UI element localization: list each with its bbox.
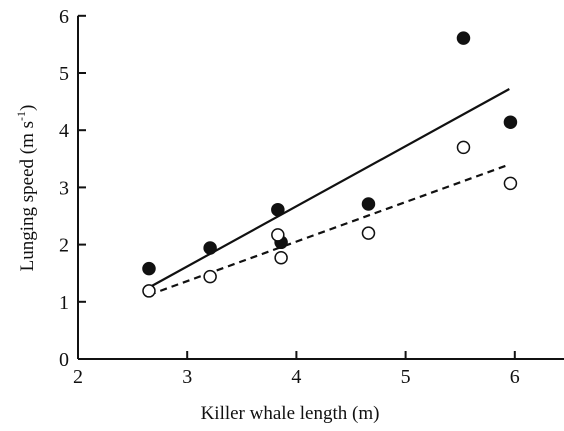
filled-point-3 [271,202,285,217]
y-tick-label-0: 0 [59,349,69,371]
fit-line-solid [148,88,510,289]
y-tick-label-6: 6 [59,6,69,28]
y-tick-label-4: 4 [59,120,69,142]
open-point-1 [142,284,156,298]
x-tick-label-2: 2 [73,366,83,388]
axis-ticks: 0 1 2 3 4 5 6 2 3 4 5 6 [59,6,520,388]
y-axis-title: Lunging speed (m s-1) [14,105,38,272]
x-tick-label-5: 5 [401,366,411,388]
x-axis-title: Killer whale length (m) [201,403,380,424]
x-tick-label-6: 6 [510,366,520,388]
filled-point-6 [456,31,471,45]
open-point-3 [271,228,285,242]
fit-line-dashed [148,163,510,296]
open-point-5 [361,226,376,240]
filled-point-7 [503,115,518,129]
data-points [142,31,518,298]
y-axis-title-superscript: -1 [14,111,28,121]
y-tick-label-3: 3 [59,177,69,199]
y-tick-label-1: 1 [59,292,69,314]
fit-lines [148,88,510,296]
filled-point-5 [361,197,376,211]
filled-point-1 [142,261,156,276]
axes [77,15,564,360]
y-axis-title-close: ) [17,105,38,111]
open-point-4 [274,251,288,265]
open-point-7 [503,176,518,191]
open-point-2 [203,269,217,284]
x-tick-label-3: 3 [182,366,192,388]
y-axis-title-main: Lunging speed (m s [17,121,38,271]
open-point-6 [456,140,471,155]
x-tick-label-4: 4 [291,366,301,388]
y-tick-label-2: 2 [59,235,69,257]
filled-point-2 [203,241,217,255]
y-tick-label-5: 5 [59,63,69,85]
